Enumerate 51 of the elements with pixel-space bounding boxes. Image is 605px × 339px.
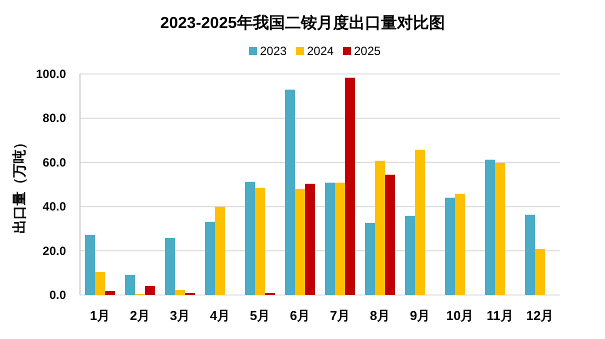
bar (165, 238, 175, 295)
bar (325, 182, 335, 295)
bar (305, 184, 315, 295)
bar (215, 206, 225, 295)
bar (535, 249, 545, 295)
legend-label: 2023 (260, 44, 288, 58)
bar (295, 188, 305, 295)
bar (205, 222, 215, 295)
bar (345, 78, 355, 295)
bar (145, 286, 155, 295)
x-tick-label: 8月 (370, 308, 390, 323)
bar (255, 188, 265, 295)
bar (385, 174, 395, 295)
bar (85, 234, 95, 295)
y-tick-label: 100.0 (36, 67, 66, 81)
y-tick-label: 0.0 (49, 288, 66, 302)
bar (105, 291, 115, 295)
x-tick-label: 2月 (130, 308, 150, 323)
bar (125, 274, 135, 295)
x-tick-label: 11月 (486, 308, 514, 323)
bar (525, 214, 535, 295)
bar (365, 222, 375, 295)
x-tick-label: 6月 (290, 308, 310, 323)
bar (495, 162, 505, 295)
bar (375, 160, 385, 295)
x-tick-label: 5月 (250, 308, 270, 323)
bar (95, 272, 105, 295)
bar (245, 182, 255, 295)
x-tick-label: 4月 (210, 308, 230, 323)
x-tick-label: 1月 (90, 308, 110, 323)
y-tick-label: 60.0 (42, 155, 66, 170)
chart-title: 2023-2025年我国二铵月度出口量对比图 (160, 13, 445, 32)
bar (405, 216, 415, 295)
x-tick-label: 12月 (526, 308, 554, 323)
y-tick-label: 20.0 (42, 244, 66, 258)
bar (445, 198, 455, 295)
legend-label: 2024 (307, 44, 334, 58)
bar (415, 150, 425, 295)
legend-label: 2025 (354, 44, 382, 58)
x-tick-label: 10月 (446, 308, 474, 323)
x-tick-label: 3月 (170, 308, 190, 323)
x-tick-label: 9月 (410, 308, 430, 323)
bar (485, 160, 495, 295)
x-tick-label: 7月 (330, 308, 350, 323)
y-axis-title: 出口量（万吨） (11, 136, 27, 234)
y-tick-label: 40.0 (42, 200, 66, 214)
bar (455, 194, 465, 295)
y-tick-label: 80.0 (42, 111, 66, 126)
bar (175, 290, 185, 295)
bar (335, 182, 345, 295)
bar (285, 90, 295, 295)
